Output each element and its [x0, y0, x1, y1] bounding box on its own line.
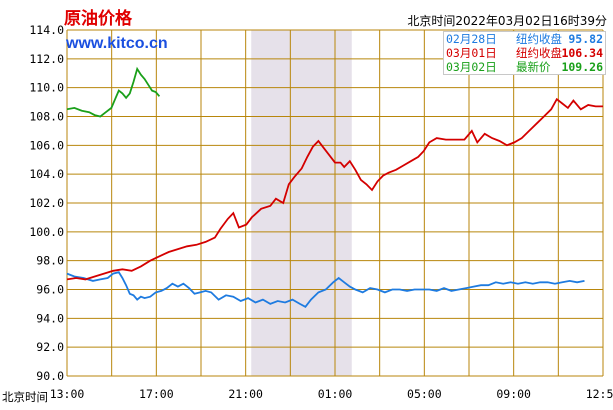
- y-tick-label: 104.0: [29, 167, 64, 181]
- legend-box: 02月28日 纽约收盘 95.82 03月01日 纽约收盘 106.34 03月…: [443, 31, 606, 75]
- legend-row-mar01: 03月01日 纽约收盘 106.34: [444, 46, 605, 60]
- x-tick-label: 05:00: [407, 387, 442, 401]
- x-tick-label: 01:00: [318, 387, 353, 401]
- y-tick-label: 90.0: [36, 369, 64, 383]
- legend-row-feb28: 02月28日 纽约收盘 95.82: [444, 32, 605, 46]
- y-tick-label: 114.0: [29, 23, 64, 37]
- series-line: [66, 66, 161, 118]
- y-tick-label: 98.0: [36, 254, 64, 268]
- legend-desc: 纽约收盘: [516, 46, 562, 60]
- legend-date: 03月01日: [446, 46, 497, 60]
- legend-desc: 最新价: [516, 60, 551, 74]
- legend-desc: 纽约收盘: [516, 32, 562, 46]
- site-link[interactable]: www.kitco.cn: [66, 35, 168, 52]
- y-tick-label: 106.0: [29, 138, 64, 152]
- y-tick-label: 92.0: [36, 340, 64, 354]
- series-line: [66, 97, 603, 281]
- y-tick-label: 94.0: [36, 311, 64, 325]
- x-tick-label: 21:00: [228, 387, 263, 401]
- x-tick-label: 12:59: [586, 387, 613, 401]
- x-tick-label: 13:00: [50, 387, 85, 401]
- page-title: 原油价格: [64, 9, 132, 29]
- x-axis-label: 北京时间: [2, 390, 48, 404]
- timestamp: 北京时间2022年03月02日16时39分: [407, 14, 607, 28]
- y-tick-label: 102.0: [29, 196, 64, 210]
- legend-value: 106.34: [561, 46, 603, 60]
- legend-value: 95.82: [568, 32, 603, 46]
- y-tick-label: 96.0: [36, 283, 64, 297]
- x-tick-label: 09:00: [496, 387, 531, 401]
- legend-row-mar02: 03月02日 最新价 109.26: [444, 60, 605, 74]
- legend-value: 109.26: [561, 60, 603, 74]
- legend-date: 03月02日: [446, 60, 497, 74]
- series-line: [66, 271, 585, 308]
- y-tick-label: 110.0: [29, 81, 64, 95]
- x-tick-label: 17:00: [139, 387, 174, 401]
- legend-date: 02月28日: [446, 32, 497, 46]
- y-tick-label: 100.0: [29, 225, 64, 239]
- y-tick-label: 112.0: [29, 52, 64, 66]
- y-tick-label: 108.0: [29, 110, 64, 124]
